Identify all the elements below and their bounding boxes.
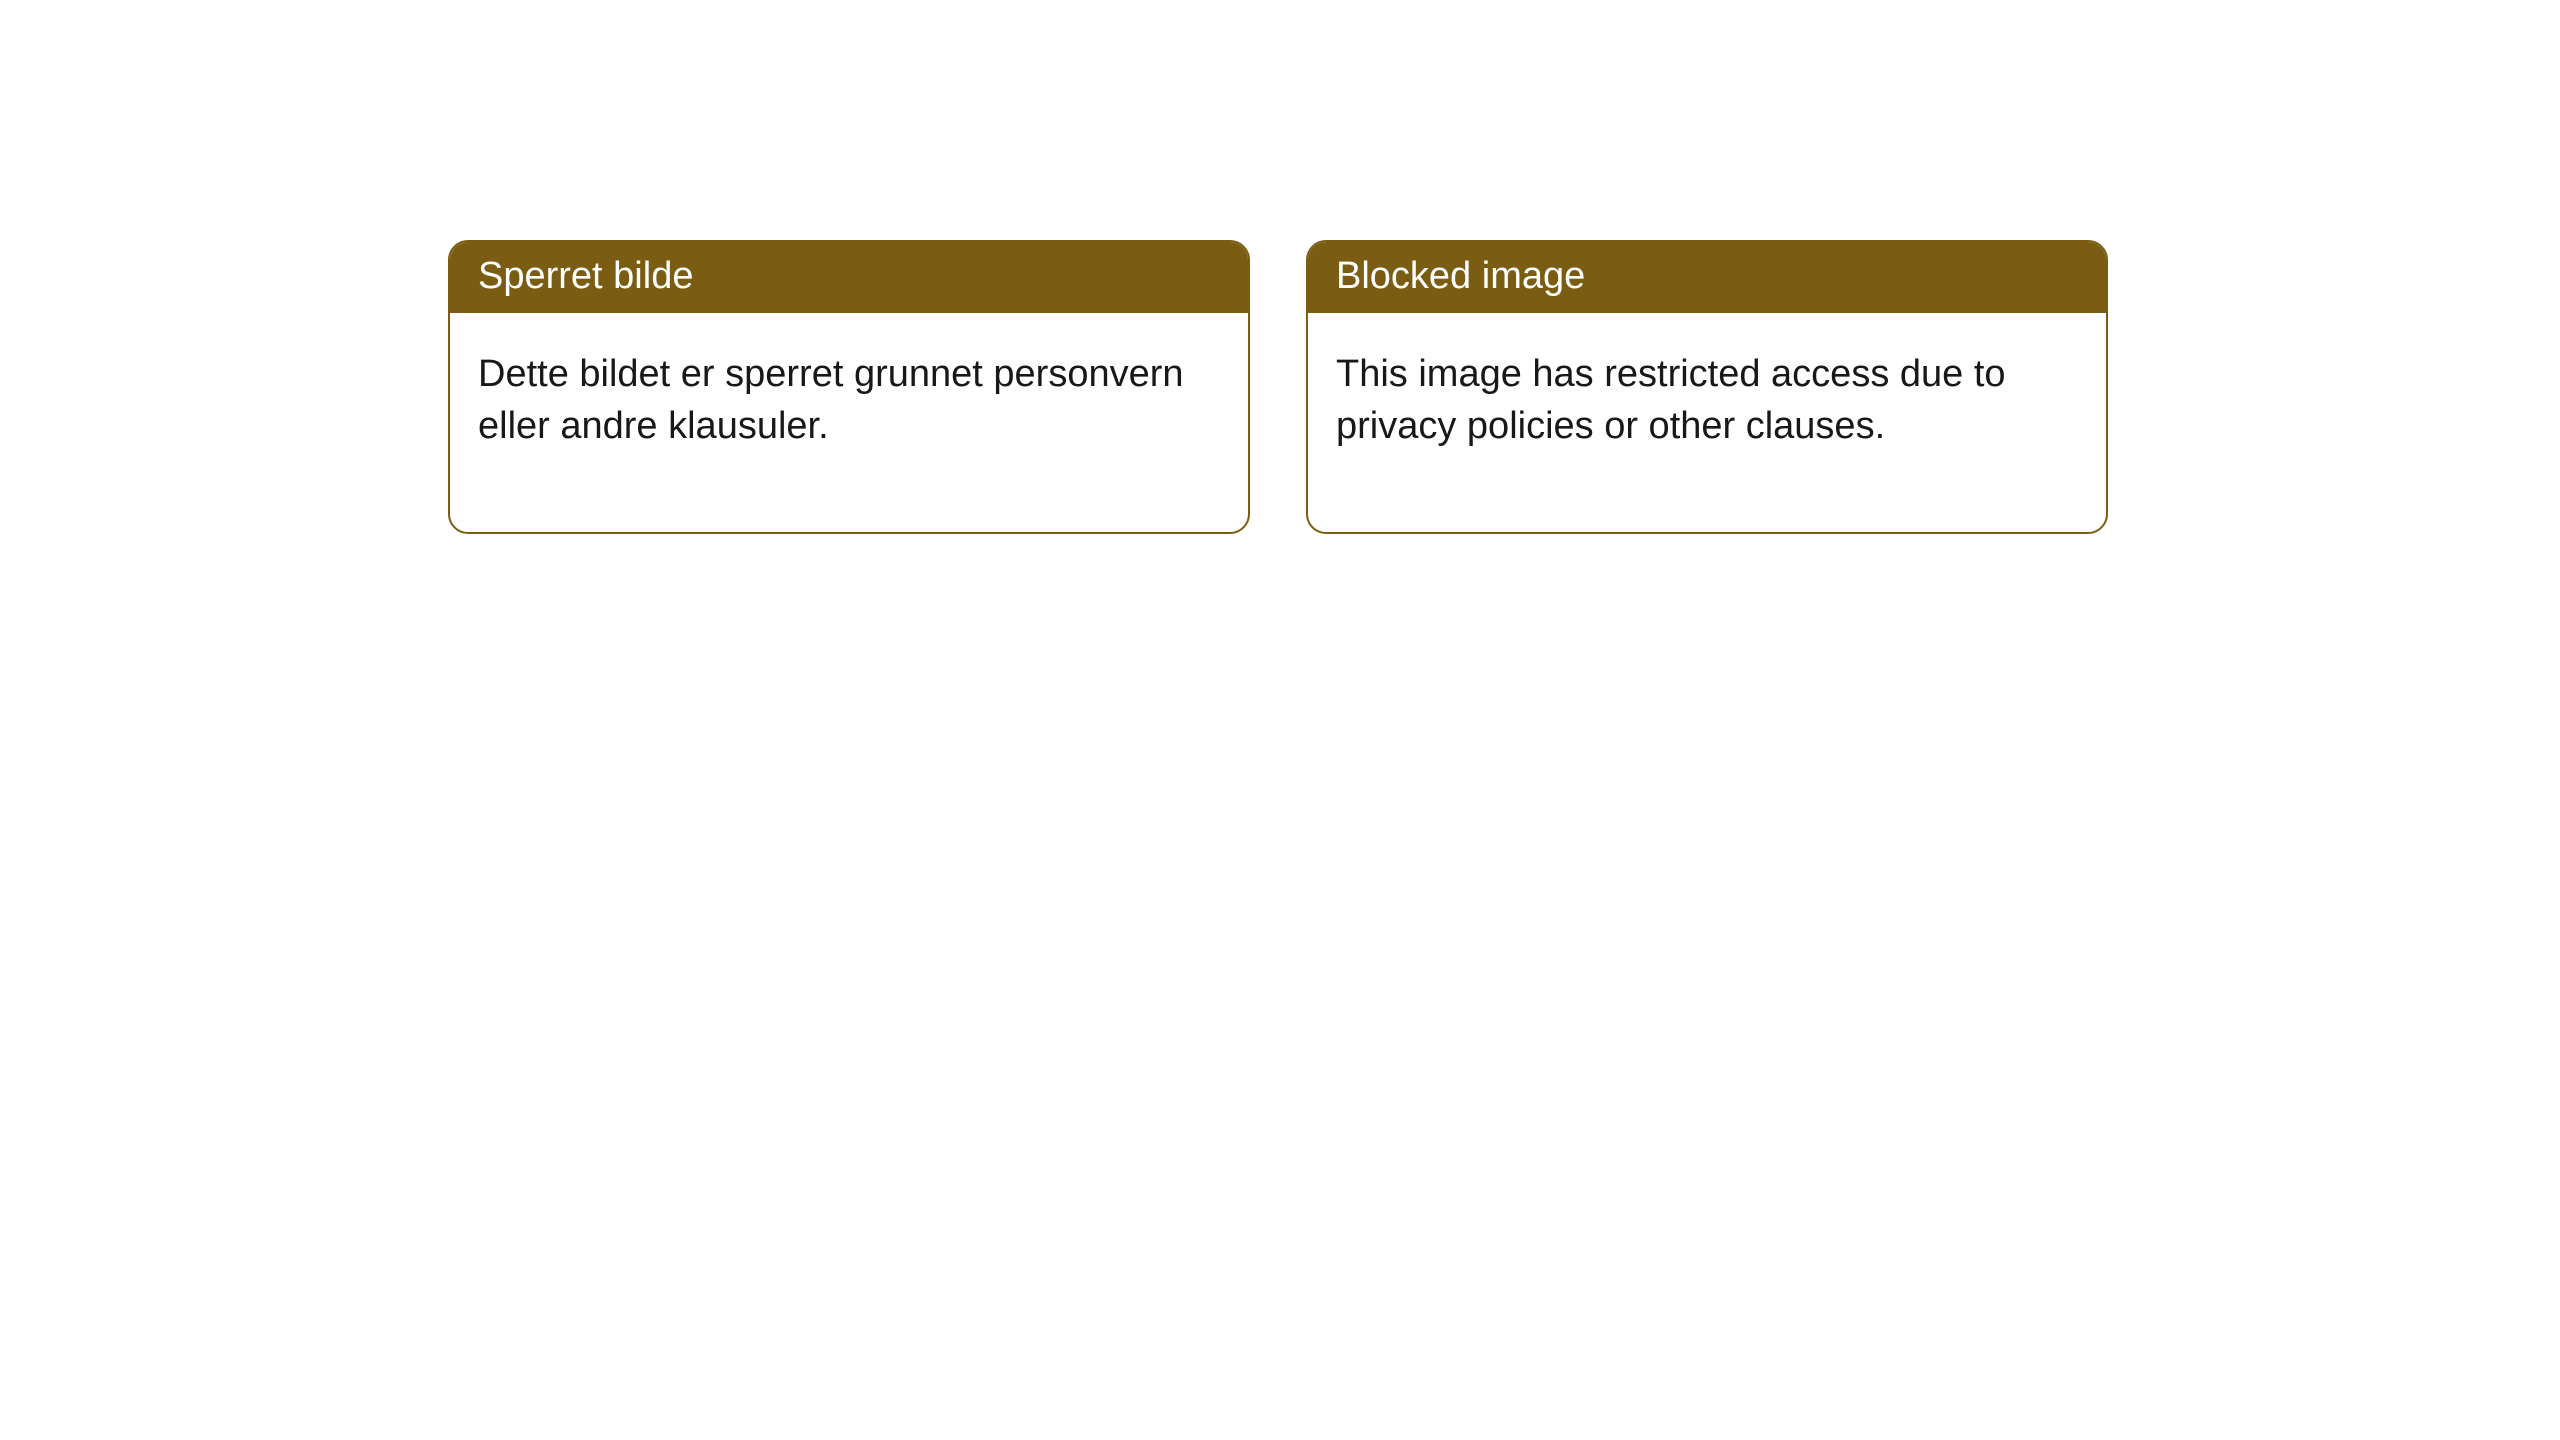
notice-container: Sperret bilde Dette bildet er sperret gr… xyxy=(0,0,2560,534)
card-header-en: Blocked image xyxy=(1308,242,2106,313)
card-header-no: Sperret bilde xyxy=(450,242,1248,313)
blocked-image-card-en: Blocked image This image has restricted … xyxy=(1306,240,2108,534)
card-body-en: This image has restricted access due to … xyxy=(1308,313,2106,532)
blocked-image-card-no: Sperret bilde Dette bildet er sperret gr… xyxy=(448,240,1250,534)
card-body-no: Dette bildet er sperret grunnet personve… xyxy=(450,313,1248,532)
